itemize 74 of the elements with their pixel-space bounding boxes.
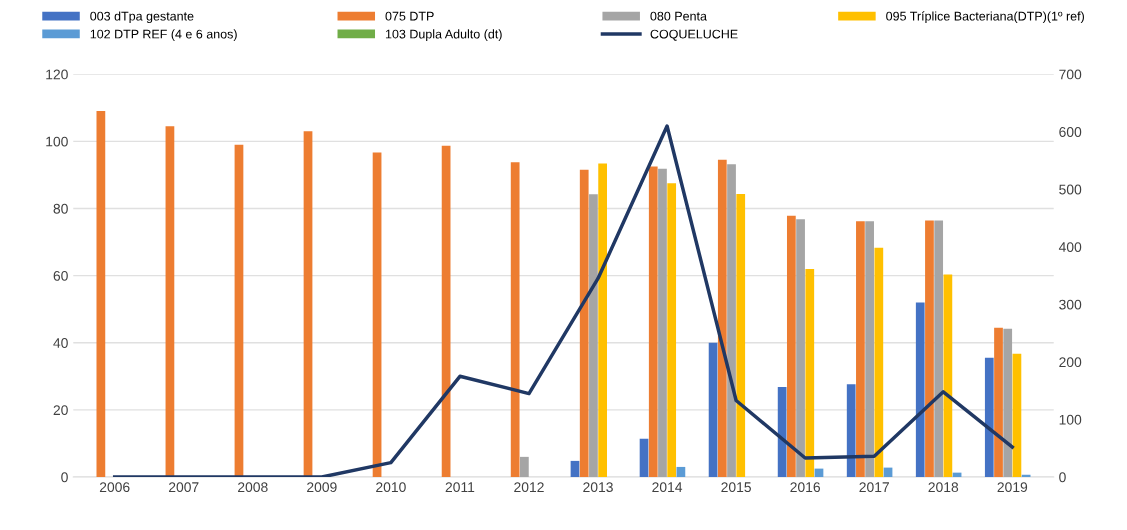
y-tick-label: 40: [53, 338, 68, 348]
bar: [589, 194, 598, 477]
bar: [846, 384, 856, 477]
bar: [1012, 353, 1022, 477]
y2-tick-label: 100: [1059, 414, 1082, 425]
bar: [598, 163, 607, 477]
x-tick-label: 2019: [997, 482, 1028, 493]
bar: [984, 357, 994, 477]
x-tick-label: 2015: [721, 482, 751, 493]
bar: [805, 268, 815, 477]
bar: [777, 387, 787, 477]
y2-tick-label: 400: [1058, 242, 1082, 252]
legend-label: 095 Tríplice Bacteriana(DTP)(1º ref): [886, 11, 1084, 24]
y2-tick-label: 0: [1059, 472, 1066, 483]
legend-label: 080 Penta: [650, 11, 707, 21]
bar: [943, 274, 953, 477]
y2-tick-label: 300: [1059, 299, 1082, 310]
legend-label: 103 Dupla Adulto (dt): [385, 29, 502, 41]
bar: [648, 166, 658, 477]
bar: [303, 131, 313, 477]
bar: [1003, 328, 1013, 477]
bar: [736, 194, 746, 477]
bar: [667, 183, 677, 477]
bar: [874, 247, 884, 477]
bar: [639, 438, 649, 477]
bar: [727, 164, 736, 477]
bar: [717, 159, 727, 477]
bar: [234, 144, 244, 477]
x-tick-label: 2012: [514, 482, 544, 493]
bar: [510, 162, 520, 477]
x-tick-label: 2017: [859, 482, 889, 493]
bar: [570, 460, 580, 477]
line-series: [112, 124, 1015, 477]
y-tick-label: 0: [61, 472, 68, 483]
x-tick-label: 2018: [928, 482, 959, 493]
x-tick-label: 2010: [376, 482, 406, 493]
legend-label: 003 dTpa gestante: [90, 11, 194, 24]
y-tick-label: 100: [46, 136, 68, 147]
y-tick-label: 120: [46, 69, 68, 80]
bar: [925, 220, 934, 477]
x-tick-label: 2007: [168, 482, 199, 493]
y2-tick-label: 200: [1059, 357, 1082, 368]
bar: [865, 221, 874, 477]
x-tick-label: 2008: [238, 482, 268, 493]
bar: [915, 302, 925, 477]
y2-tick-label: 600: [1059, 127, 1082, 137]
bar: [796, 219, 805, 477]
x-tick-label: 2014: [652, 482, 683, 493]
bar: [658, 168, 667, 477]
bar: [520, 456, 529, 477]
x-tick-label: 2011: [445, 482, 475, 493]
legend-label: COQUELUCHE: [650, 29, 738, 41]
y-tick-label: 20: [53, 405, 68, 416]
bar: [934, 220, 944, 477]
bar: [579, 169, 589, 477]
y-tick-label: 60: [53, 270, 68, 281]
bar: [96, 111, 106, 477]
x-tick-label: 2016: [790, 482, 821, 493]
y-tick-label: 80: [53, 203, 68, 214]
bar: [786, 215, 796, 477]
bar: [856, 221, 865, 477]
x-tick-label: 2006: [99, 482, 130, 493]
bar: [165, 126, 175, 477]
y2-tick-label: 500: [1059, 184, 1082, 195]
legend-label: 102 DTP REF (4 e 6 anos): [90, 29, 237, 41]
x-tick-label: 2013: [583, 482, 613, 493]
y2-tick-label: 700: [1059, 69, 1082, 80]
legend-label: 075 DTP: [385, 11, 434, 21]
bar: [676, 466, 686, 477]
bar: [994, 327, 1003, 477]
bar: [441, 145, 451, 477]
x-tick-label: 2009: [307, 482, 337, 493]
bar: [708, 342, 718, 477]
bar: [372, 152, 382, 477]
